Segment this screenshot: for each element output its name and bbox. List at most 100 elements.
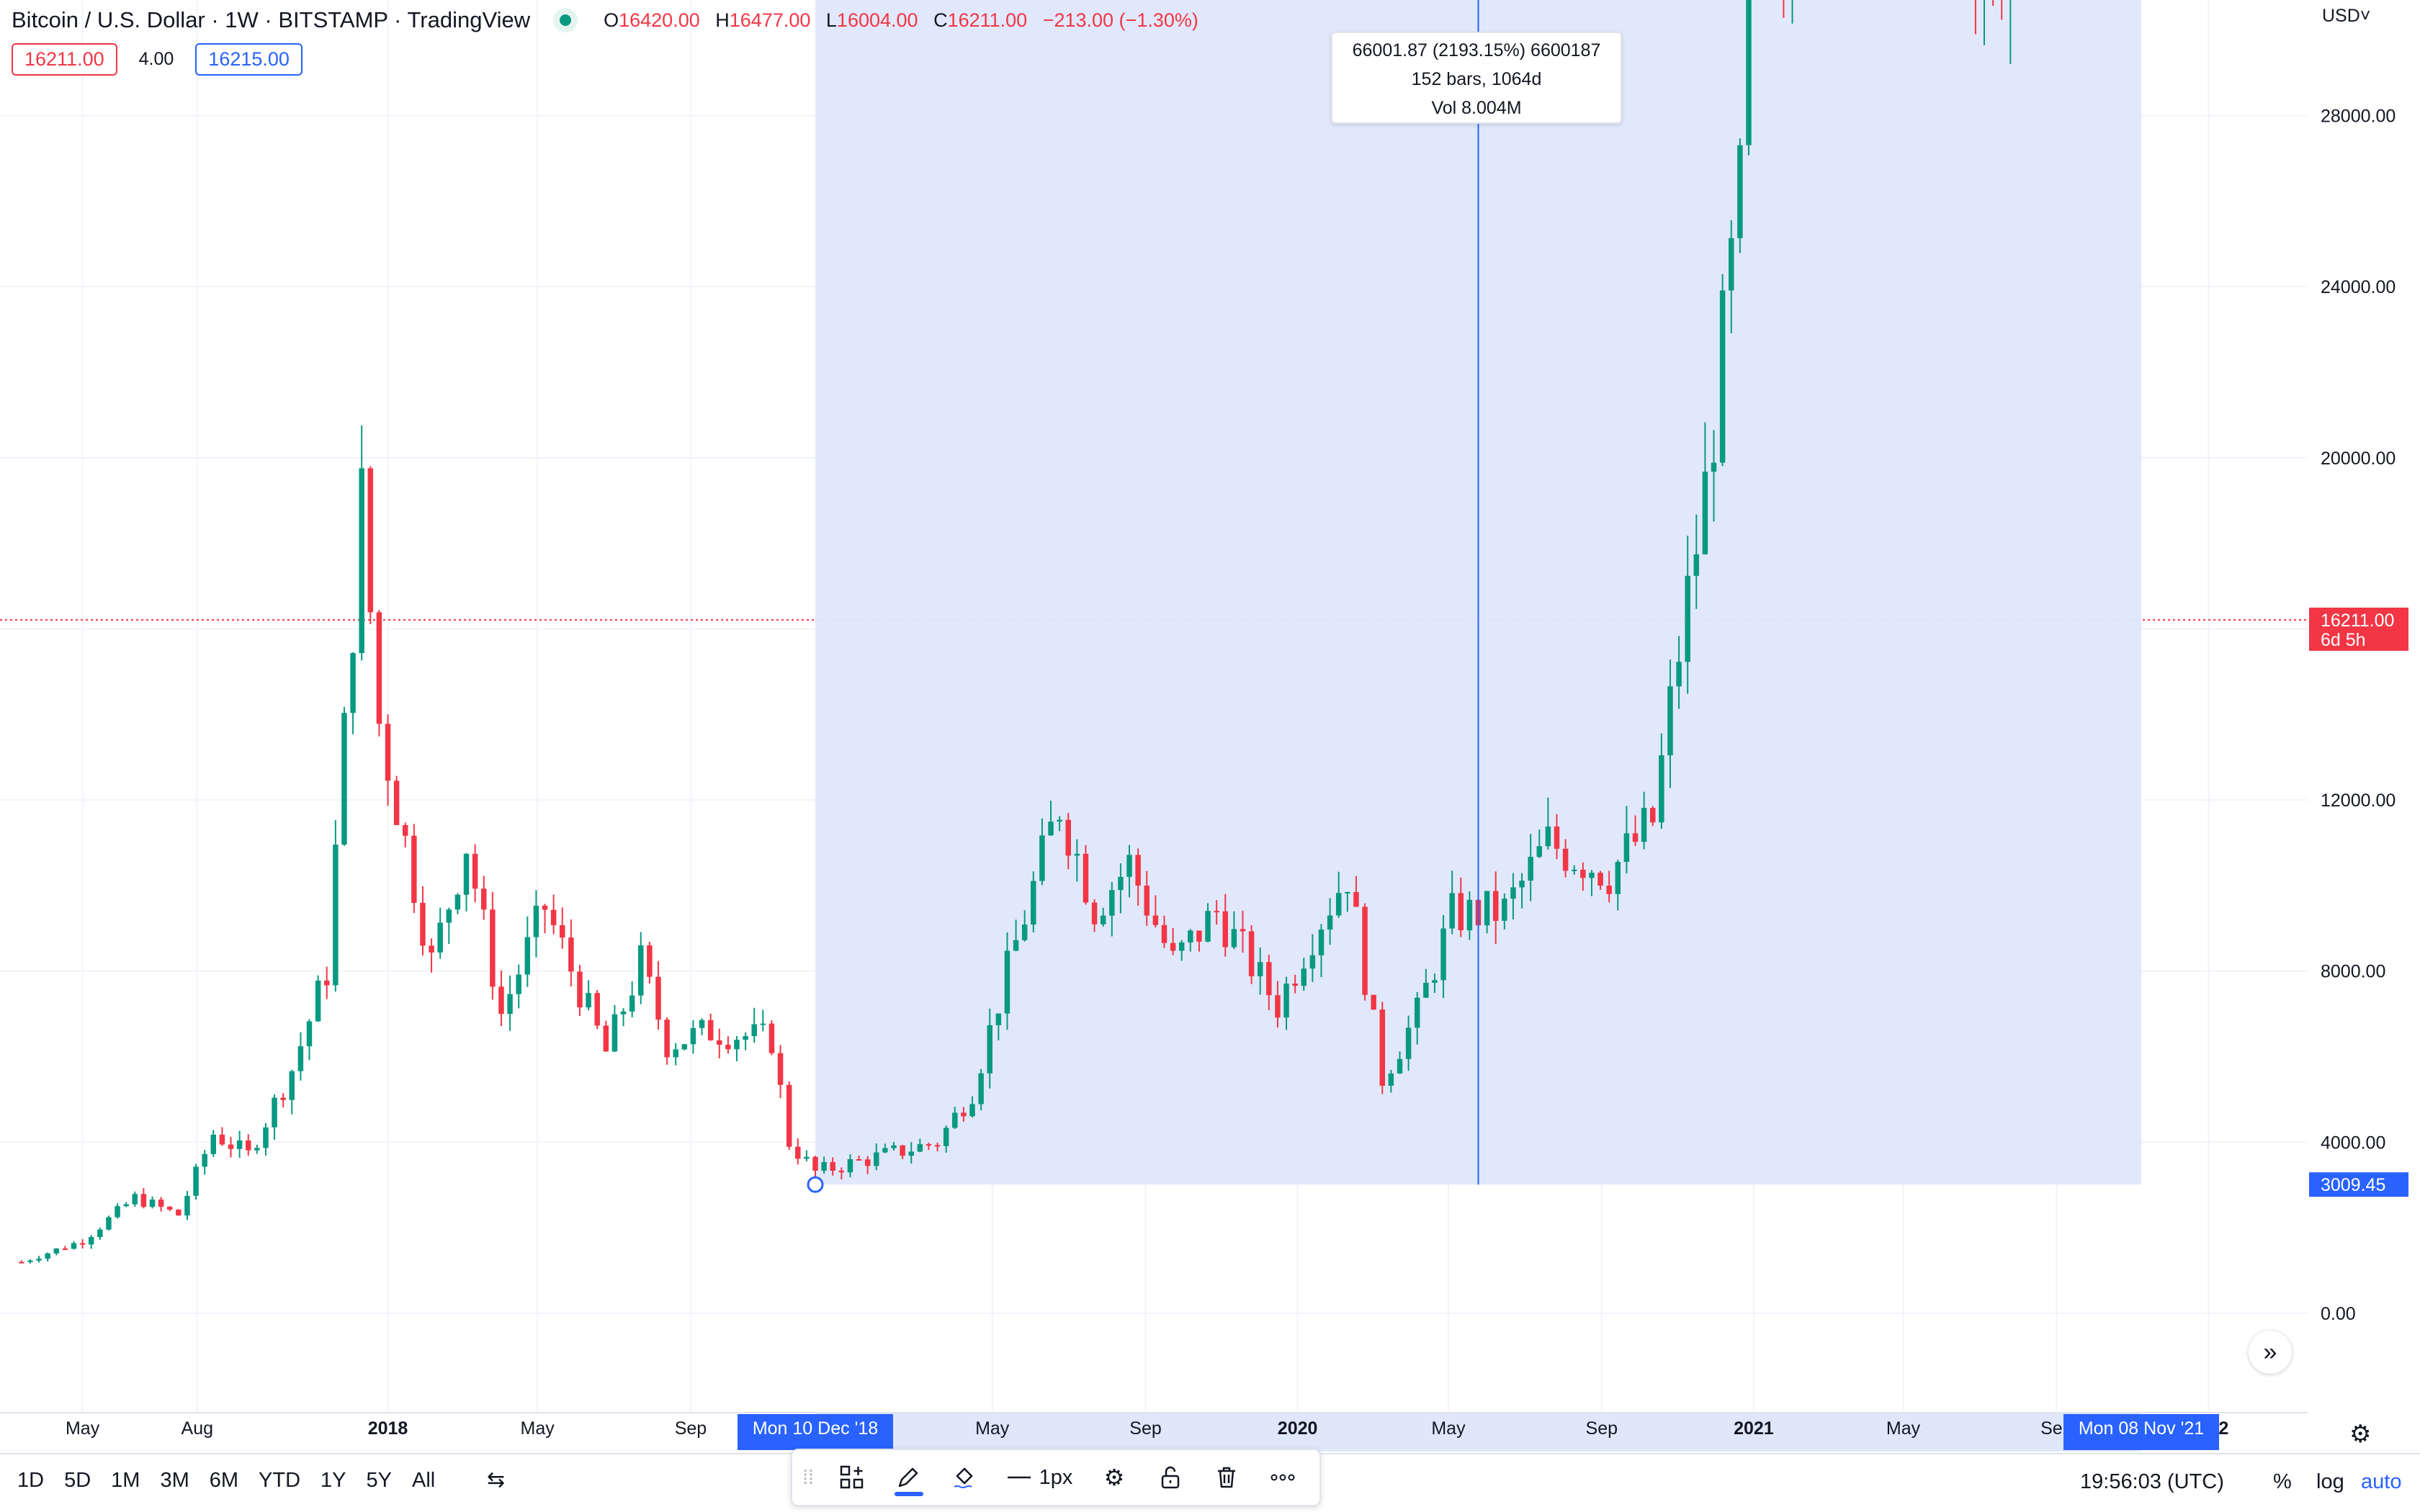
candle: [638, 932, 644, 1004]
candle-body: [498, 986, 504, 1014]
sell-button[interactable]: 16211.00: [12, 43, 117, 76]
pencil-icon[interactable]: [880, 1450, 936, 1505]
auto-toggle[interactable]: auto: [2361, 1470, 2402, 1493]
compare-icon[interactable]: ⇆: [487, 1468, 506, 1492]
candle-body: [1178, 942, 1185, 951]
candle: [158, 1197, 164, 1212]
range-1d[interactable]: 1D: [17, 1469, 45, 1492]
candle-body: [1205, 911, 1211, 942]
candle: [1580, 862, 1586, 891]
candle-body: [454, 894, 461, 910]
candle: [210, 1130, 217, 1157]
candle: [1039, 818, 1045, 886]
range-6m[interactable]: 6M: [209, 1469, 239, 1492]
candle-body: [1685, 575, 1690, 662]
unlock-icon[interactable]: [1142, 1450, 1198, 1505]
currency-selector[interactable]: USD˅: [2322, 6, 2370, 27]
candle: [45, 1252, 50, 1262]
candle-body: [1318, 930, 1325, 955]
range-1m[interactable]: 1M: [111, 1469, 140, 1492]
symbol-title[interactable]: Bitcoin / U.S. Dollar · 1W · BITSTAMP · …: [12, 7, 531, 32]
scroll-to-realtime-button[interactable]: »: [2249, 1331, 2292, 1374]
measure-change: 66001.87 (2193.15%) 6600187: [1352, 40, 1601, 60]
candle-body: [254, 1148, 260, 1151]
measure-tooltip: 66001.87 (2193.15%) 6600187 152 bars, 10…: [1331, 32, 1622, 124]
candle: [472, 844, 478, 903]
candle: [1161, 915, 1168, 948]
buy-button[interactable]: 16215.00: [195, 43, 302, 76]
candle-body: [830, 1161, 835, 1171]
candle-body: [1126, 855, 1132, 877]
candle: [498, 970, 504, 1027]
candle-body: [429, 945, 434, 953]
price-tick-label: 28000.00: [2321, 107, 2396, 127]
candle: [350, 652, 356, 734]
range-1y[interactable]: 1Y: [321, 1469, 346, 1492]
range-5d[interactable]: 5D: [64, 1469, 91, 1492]
candle: [2009, 0, 2012, 64]
candle: [611, 1004, 618, 1053]
candle: [1388, 1069, 1394, 1093]
candle-body: [1100, 915, 1106, 924]
candle-body: [446, 909, 452, 923]
candle: [315, 975, 321, 1022]
settings-icon[interactable]: ⚙: [1103, 1464, 1125, 1490]
candle-body: [402, 824, 408, 836]
measure-overlay[interactable]: [807, 0, 2148, 1193]
price-marker: [2309, 1172, 2408, 1197]
measure-bars: 152 bars, 1064d: [1411, 69, 1542, 89]
candle-body: [516, 974, 521, 994]
candle-body: [184, 1195, 190, 1216]
candle: [323, 966, 330, 999]
line-style-icon[interactable]: 1px: [992, 1450, 1086, 1505]
candle-body: [1528, 857, 1533, 881]
candle: [1432, 973, 1438, 994]
candle: [62, 1246, 68, 1251]
candle: [1484, 891, 1490, 934]
price-axis[interactable]: 72000.0068000.0064000.0060000.0056000.00…: [2309, 0, 2408, 1453]
chart-header: Bitcoin / U.S. Dollar · 1W · BITSTAMP · …: [12, 7, 1209, 33]
candle-body: [437, 922, 443, 953]
group-icon[interactable]: [824, 1450, 880, 1505]
range-ytd[interactable]: YTD: [259, 1469, 301, 1492]
candle-body: [734, 1040, 740, 1050]
trash-icon[interactable]: [1198, 1450, 1255, 1505]
candle-body: [891, 1145, 897, 1148]
candle-body: [1414, 997, 1420, 1028]
candle: [804, 1150, 810, 1161]
candle-body: [1536, 846, 1543, 858]
utc-clock[interactable]: 19:56:03 (UTC): [2080, 1470, 2224, 1493]
chart-settings-gear-icon[interactable]: ⚙: [2349, 1421, 2372, 1448]
candle: [376, 610, 382, 737]
candle: [1301, 958, 1307, 991]
candle-body: [1484, 891, 1490, 926]
candle-body: [664, 1020, 670, 1058]
range-5y[interactable]: 5Y: [366, 1469, 393, 1492]
candle-body: [647, 945, 653, 977]
range-all[interactable]: All: [412, 1469, 436, 1492]
log-toggle[interactable]: log: [2316, 1470, 2344, 1493]
range-3m[interactable]: 3M: [160, 1469, 189, 1492]
market-status-icon[interactable]: [553, 8, 578, 32]
percent-toggle[interactable]: %: [2273, 1470, 2292, 1493]
grip-icon[interactable]: ⁞⁞: [802, 1466, 814, 1488]
low-label: L: [825, 9, 837, 31]
candle: [1659, 733, 1664, 829]
candle-body: [1170, 942, 1176, 951]
price-chart[interactable]: 72000.0068000.0064000.0060000.0056000.00…: [0, 0, 2420, 1453]
candle-body: [1222, 911, 1229, 948]
candle: [900, 1145, 905, 1159]
paint-bucket-icon[interactable]: [936, 1450, 992, 1505]
candle-body: [524, 937, 531, 975]
candle: [777, 1045, 784, 1099]
candle: [176, 1209, 182, 1216]
candle-body: [219, 1134, 225, 1145]
candle-body: [1152, 915, 1159, 925]
time-axis[interactable]: May Aug 2018 May Sep May Sep 2020 May Sep 2021 May S…: [0, 1412, 2308, 1450]
candle-body: [1545, 826, 1551, 847]
more-icon[interactable]: [1255, 1450, 1311, 1505]
candle-body: [263, 1127, 269, 1148]
candle: [707, 1013, 714, 1041]
candle-body: [1693, 554, 1700, 576]
candle-body: [812, 1156, 818, 1171]
